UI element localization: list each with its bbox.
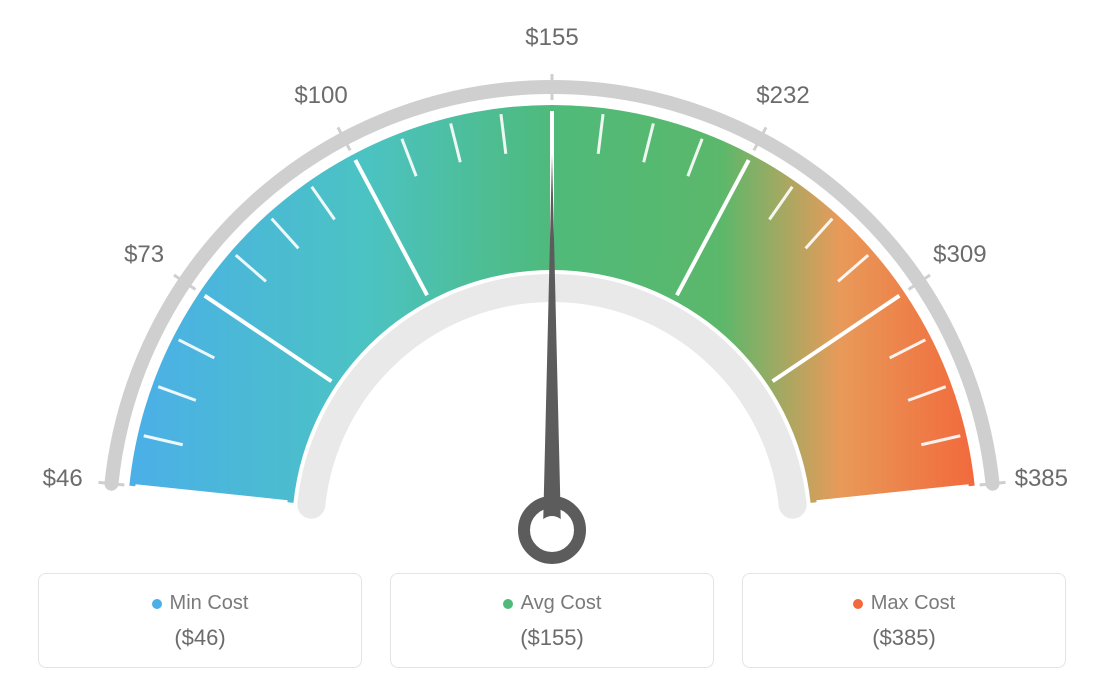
gauge-tick-label: $46	[43, 465, 83, 493]
legend-card-avg: Avg Cost ($155)	[390, 573, 714, 668]
gauge-tick-label: $100	[294, 82, 347, 110]
legend-dot-avg	[503, 599, 513, 609]
legend-dot-min	[152, 599, 162, 609]
legend-card-max: Max Cost ($385)	[742, 573, 1066, 668]
cost-gauge: $46 $73 $100 $155 $232 $309 $385	[0, 0, 1104, 560]
legend-row: Min Cost ($46) Avg Cost ($155) Max Cost …	[38, 573, 1066, 668]
legend-value-avg: ($155)	[391, 625, 713, 651]
gauge-tick-label: $309	[933, 241, 986, 269]
legend-title-max: Max Cost	[853, 592, 955, 615]
legend-value-min: ($46)	[39, 625, 361, 651]
legend-label-max: Max Cost	[871, 592, 955, 615]
legend-label-avg: Avg Cost	[521, 592, 602, 615]
legend-title-min: Min Cost	[152, 592, 249, 615]
legend-value-max: ($385)	[743, 625, 1065, 651]
gauge-tick-label: $73	[124, 241, 164, 269]
legend-label-min: Min Cost	[170, 592, 249, 615]
legend-dot-max	[853, 599, 863, 609]
legend-title-avg: Avg Cost	[503, 592, 602, 615]
gauge-tick-label: $155	[525, 24, 578, 52]
gauge-tick-label: $232	[756, 82, 809, 110]
gauge-tick-label: $385	[1015, 465, 1068, 493]
gauge-svg	[22, 20, 1082, 580]
legend-card-min: Min Cost ($46)	[38, 573, 362, 668]
